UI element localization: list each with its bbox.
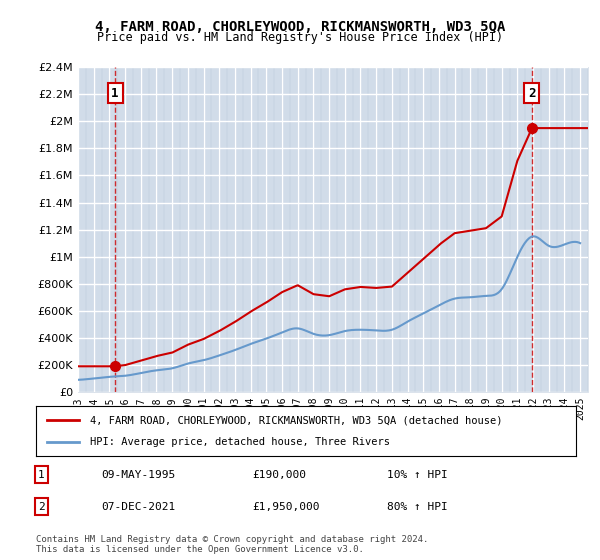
Text: 09-MAY-1995: 09-MAY-1995 [101, 470, 175, 479]
Text: 4, FARM ROAD, CHORLEYWOOD, RICKMANSWORTH, WD3 5QA (detached house): 4, FARM ROAD, CHORLEYWOOD, RICKMANSWORTH… [90, 415, 503, 425]
Text: 2: 2 [38, 502, 45, 511]
Text: Contains HM Land Registry data © Crown copyright and database right 2024.
This d: Contains HM Land Registry data © Crown c… [36, 535, 428, 554]
Text: 80% ↑ HPI: 80% ↑ HPI [387, 502, 448, 511]
Text: 07-DEC-2021: 07-DEC-2021 [101, 502, 175, 511]
Text: 10% ↑ HPI: 10% ↑ HPI [387, 470, 448, 479]
Text: 4, FARM ROAD, CHORLEYWOOD, RICKMANSWORTH, WD3 5QA: 4, FARM ROAD, CHORLEYWOOD, RICKMANSWORTH… [95, 20, 505, 34]
Text: 1: 1 [38, 470, 45, 479]
Text: £1,950,000: £1,950,000 [252, 502, 320, 511]
Text: £190,000: £190,000 [252, 470, 306, 479]
Text: 2: 2 [528, 87, 536, 100]
Text: 1: 1 [111, 87, 119, 100]
Text: Price paid vs. HM Land Registry's House Price Index (HPI): Price paid vs. HM Land Registry's House … [97, 31, 503, 44]
Text: HPI: Average price, detached house, Three Rivers: HPI: Average price, detached house, Thre… [90, 437, 390, 447]
